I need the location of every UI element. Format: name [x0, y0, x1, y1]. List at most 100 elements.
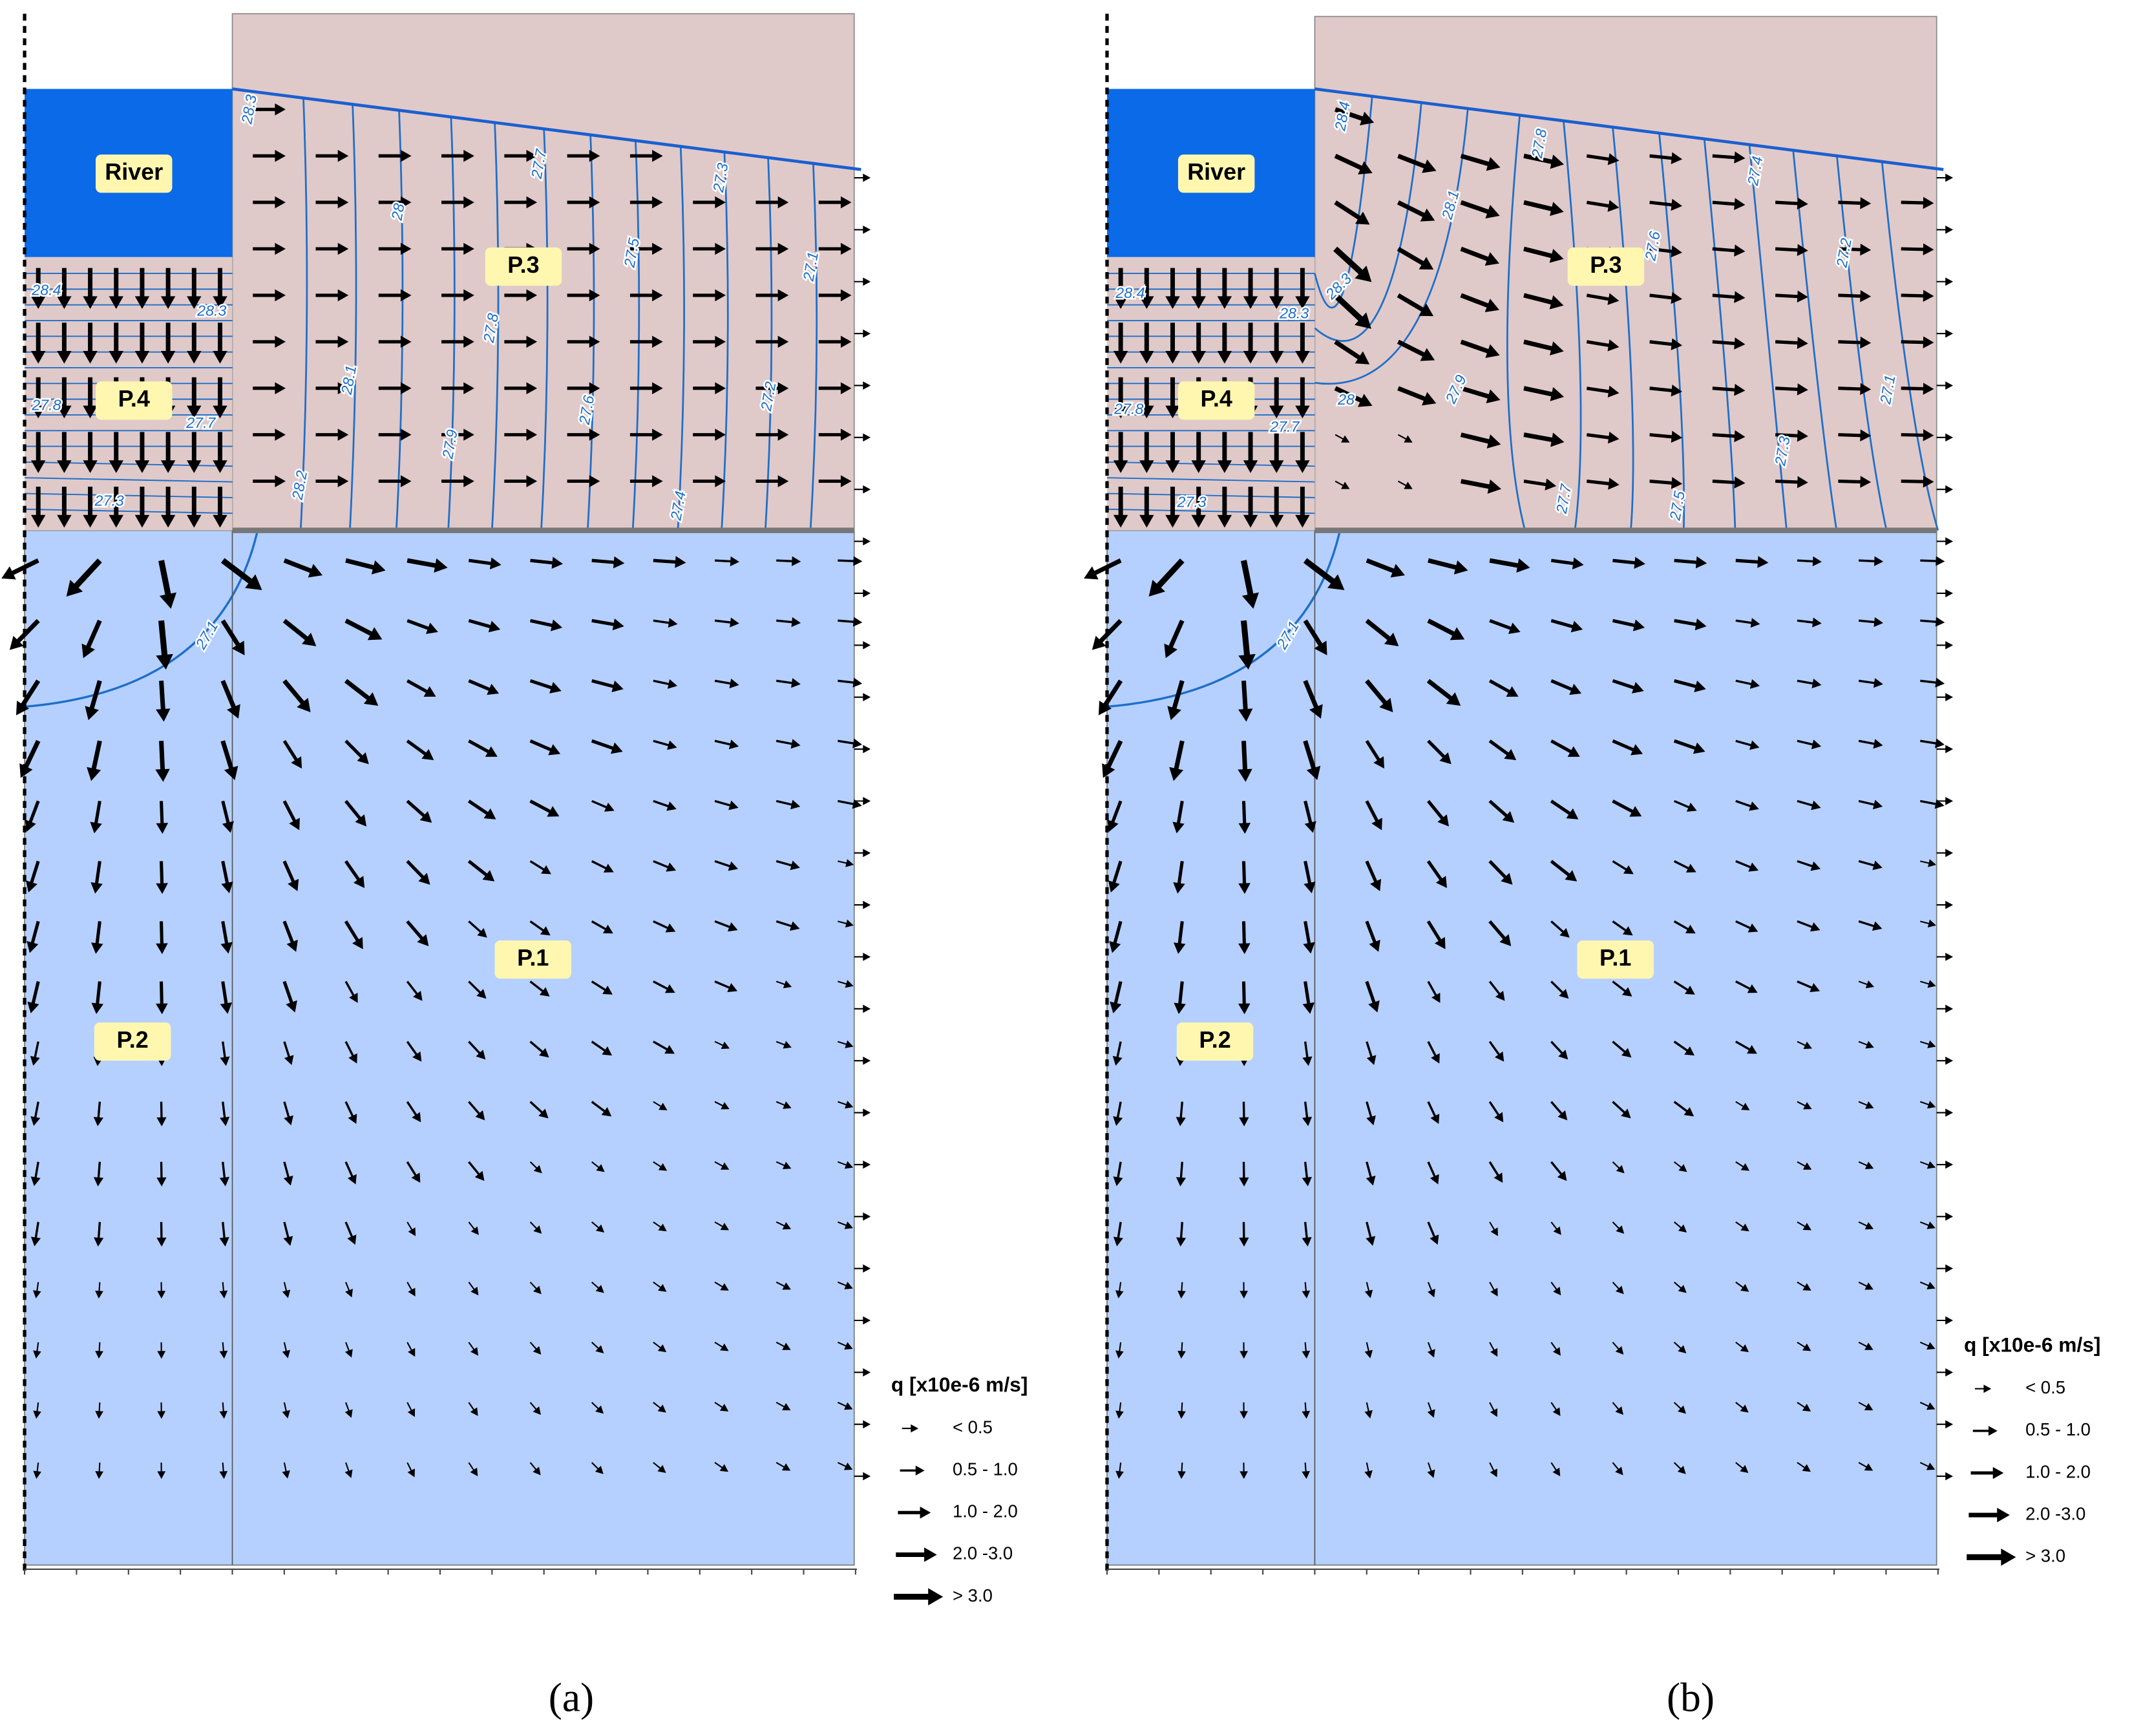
arrow-head — [1113, 1176, 1123, 1187]
arrow-head — [603, 863, 614, 873]
arrow-head — [1366, 1115, 1376, 1126]
arrow-head — [863, 537, 871, 545]
legend-label: 2.0 -3.0 — [953, 1543, 1013, 1563]
flow-arrow — [1735, 860, 1759, 872]
flow-arrow — [1139, 323, 1154, 364]
flow-arrow — [220, 740, 238, 780]
arrow-head — [1945, 1316, 1954, 1325]
flow-arrow — [1674, 556, 1707, 569]
arrow-head — [1945, 381, 1954, 390]
flow-arrow — [776, 860, 800, 871]
arrow-shaft — [344, 920, 361, 945]
arrow-head — [1734, 151, 1746, 164]
flow-arrow — [1191, 268, 1206, 310]
arrow-shaft — [1397, 153, 1430, 171]
arrow-head — [1453, 560, 1468, 575]
flow-arrow — [1523, 478, 1557, 491]
flow-arrow — [1775, 337, 1808, 349]
arrow-shaft — [93, 800, 101, 828]
flow-arrow — [1366, 1101, 1376, 1126]
flow-arrow — [1919, 980, 1936, 988]
arrow-shaft — [1397, 200, 1430, 220]
arrow-shaft — [1838, 200, 1865, 206]
flow-arrow — [187, 432, 202, 473]
arrow-head — [1740, 1223, 1749, 1232]
legend-label: 0.5 - 1.0 — [953, 1459, 1018, 1479]
arrow-head — [344, 1349, 353, 1358]
arrow-head — [1695, 556, 1707, 569]
flow-arrow — [776, 1401, 791, 1411]
arrow-head — [1874, 556, 1884, 566]
flow-arrow — [220, 1101, 230, 1127]
region-label-box — [96, 381, 173, 420]
arrow-head — [1607, 385, 1620, 397]
arrow-head — [91, 1002, 104, 1014]
flow-arrow — [529, 860, 551, 874]
flow-arrow — [1397, 480, 1413, 489]
flow-arrow — [156, 921, 168, 955]
flow-arrow — [1489, 1222, 1499, 1236]
arrow-head — [1616, 1286, 1624, 1295]
flow-arrow — [1365, 860, 1382, 891]
flow-arrow — [1797, 556, 1822, 567]
flow-arrow — [591, 556, 625, 569]
flow-arrow — [1113, 1101, 1123, 1127]
arrow-head — [790, 860, 800, 871]
flow-arrow — [1098, 679, 1123, 715]
contour-line — [349, 104, 357, 531]
arrow-head — [1499, 934, 1512, 946]
arrow-head — [1371, 818, 1382, 831]
arrow-head — [1366, 1236, 1376, 1246]
arrow-head — [589, 382, 600, 395]
arrow-head — [1945, 433, 1954, 442]
arrow-shaft — [1460, 432, 1494, 445]
flow-arrow — [220, 981, 233, 1014]
arrow-head — [1983, 1384, 1992, 1393]
arrow-head — [1148, 580, 1166, 597]
arrow-head — [1340, 435, 1350, 443]
flow-arrow — [1397, 339, 1435, 361]
flow-arrow — [818, 196, 852, 209]
arrow-head — [863, 900, 871, 909]
arrow-head — [1177, 1290, 1186, 1299]
flow-arrow — [1797, 678, 1822, 688]
flow-arrow — [94, 1222, 104, 1247]
flow-arrow — [591, 1462, 604, 1474]
arrow-head — [1945, 640, 1954, 650]
arrow-head — [1945, 745, 1954, 754]
arrow-head — [284, 1055, 294, 1065]
arrow-head — [863, 277, 871, 286]
arrow-shaft — [1426, 799, 1446, 823]
arrow-head — [1927, 1342, 1936, 1350]
contour-line — [764, 157, 773, 531]
flow-arrow — [629, 289, 663, 302]
flow-arrow — [854, 173, 871, 182]
arrow-head — [487, 683, 500, 695]
arrow-head — [1486, 434, 1501, 449]
flow-arrow — [1240, 1462, 1248, 1479]
arrow-shaft — [1111, 860, 1123, 887]
flow-arrow — [1859, 556, 1884, 566]
arrow-shaft — [468, 619, 495, 630]
arrow-head — [83, 296, 98, 310]
arrow-head — [1112, 1055, 1123, 1066]
flow-arrow — [776, 920, 800, 931]
arrow-head — [1107, 820, 1119, 832]
flow-arrow — [1102, 739, 1123, 778]
panel-caption: (b) — [1667, 1675, 1715, 1720]
flow-arrow — [653, 1402, 666, 1413]
arrow-shaft — [1241, 741, 1248, 775]
flow-arrow — [838, 677, 863, 688]
arrow-head — [1558, 1050, 1568, 1060]
flow-arrow — [1303, 740, 1321, 780]
arrow-head — [853, 556, 863, 566]
flow-arrow — [854, 1316, 871, 1325]
flow-arrow — [1936, 329, 1954, 338]
arrow-head — [1945, 226, 1954, 234]
arrow-head — [777, 289, 789, 302]
flow-arrow — [315, 382, 349, 395]
arrow-head — [549, 682, 562, 693]
flow-arrow — [1673, 1402, 1686, 1414]
arrow-head — [852, 677, 863, 688]
arrow-head — [666, 862, 677, 872]
